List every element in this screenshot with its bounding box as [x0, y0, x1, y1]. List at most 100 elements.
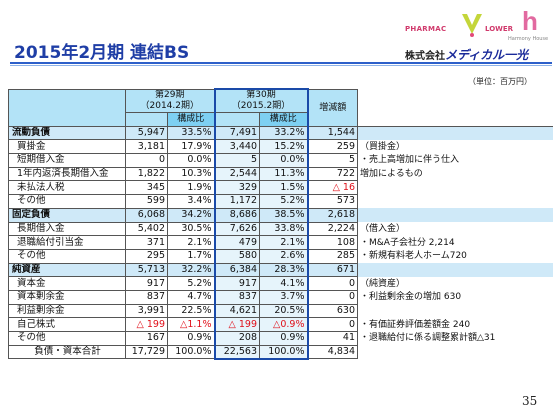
- change-amount: 0: [307, 289, 358, 305]
- fy30-ratio: △0.9%: [259, 317, 309, 332]
- header-row-1: 第29期 （2014.2期） 第30期 （2015.2期） 増減額: [8, 88, 553, 127]
- title-rule-thin: [10, 65, 552, 66]
- header-notes-blank: [357, 89, 553, 127]
- table-row: 未払法人税 345 1.9% 329 1.5% △ 16: [8, 180, 553, 196]
- row-note: [357, 194, 553, 209]
- fy30-ratio: 2.6%: [259, 248, 309, 264]
- fy30-ratio: 28.3%: [259, 262, 309, 278]
- fy30-ratio: 20.5%: [259, 303, 309, 319]
- fy29-amount: 3,991: [125, 303, 168, 319]
- change-amount: 5: [307, 153, 358, 168]
- table-row: 資本剰余金 837 4.7% 837 3.7% 0 ・利益剰余金の増加 630: [8, 289, 553, 305]
- fy30-ratio: 0.0%: [259, 153, 309, 168]
- row-label: その他: [8, 248, 126, 264]
- row-note: （借入金）: [357, 222, 553, 236]
- fy30-ratio: 5.2%: [259, 194, 309, 209]
- fy29-ratio: 3.4%: [167, 194, 215, 209]
- row-note: 増加によるもの: [357, 167, 553, 181]
- fy29-ratio: 17.9%: [167, 139, 215, 155]
- unit-note: （単位：百万円）: [468, 77, 532, 86]
- fy29-ratio: 5.2%: [167, 276, 215, 291]
- fy30-ratio: 15.2%: [259, 139, 309, 155]
- fy29-ratio: 4.7%: [167, 289, 215, 305]
- row-note: ・M&A子会社分 2,214: [357, 235, 553, 250]
- row-label: 短期借入金: [8, 153, 126, 168]
- fy29-amount: 5,402: [125, 221, 168, 237]
- section-row: 純資産 5,713 32.2% 6,384 28.3% 671: [8, 262, 553, 278]
- fy30-amount: 917: [213, 276, 260, 291]
- row-label: 自己株式: [8, 317, 126, 332]
- row-note: （純資産）: [357, 276, 553, 291]
- change-amount: 259: [307, 139, 358, 155]
- fy30-amount: 22,563: [213, 344, 260, 360]
- table-row: 長期借入金 5,402 30.5% 7,626 33.8% 2,224 （借入金）: [8, 221, 553, 237]
- fy30-ratio: 33.2%: [259, 125, 309, 141]
- fy29-amount: 837: [125, 289, 168, 305]
- logo-lower-text: LOWER: [485, 25, 514, 33]
- fy29-ratio: 10.3%: [167, 166, 215, 182]
- table-row: 利益剰余金 3,991 22.5% 4,621 20.5% 630: [8, 303, 553, 319]
- change-amount: 573: [307, 194, 358, 209]
- company-prefix: 株式会社: [405, 51, 445, 62]
- table-row: その他 167 0.9% 208 0.9% 41 ・退職給付に係る調整累計額△31: [8, 331, 553, 346]
- fy29-ratio: △1.1%: [167, 317, 215, 332]
- fy30-amount: 4,621: [213, 303, 260, 319]
- fy29-amount: 599: [125, 194, 168, 209]
- fy30-ratio: 100.0%: [259, 344, 309, 360]
- fy30-ratio: 2.1%: [259, 235, 309, 250]
- change-amount: 630: [307, 303, 358, 319]
- fy30-amount: 7,491: [213, 125, 260, 141]
- fy29-amount: 1,822: [125, 166, 168, 182]
- fy29-ratio: 32.2%: [167, 262, 215, 278]
- fy30-ratio: 0.9%: [259, 331, 309, 346]
- fy29-ratio: 30.5%: [167, 221, 215, 237]
- change-amount: 2,618: [307, 207, 358, 223]
- header-fy30: 第30期 （2015.2期）: [213, 88, 309, 113]
- row-label: 長期借入金: [8, 221, 126, 237]
- row-label: 退職給付引当金: [8, 235, 126, 250]
- fy29-ratio: 34.2%: [167, 207, 215, 223]
- row-label: 純資産: [8, 262, 126, 278]
- table-row: その他 295 1.7% 580 2.6% 285 ・新規有料老人ホーム720: [8, 248, 553, 264]
- fy29-ratio: 33.5%: [167, 125, 215, 141]
- row-label: 固定負債: [8, 207, 126, 223]
- fy30-amount: 580: [213, 248, 260, 264]
- header-fy29-ratio: 構成比: [167, 112, 215, 127]
- table-row: 自己株式 △ 199 △1.1% △ 199 △0.9% 0 ・有価証券評価差額金 240: [8, 317, 553, 332]
- fy30-amount: 329: [213, 180, 260, 196]
- fy30-ratio: 1.5%: [259, 180, 309, 196]
- row-note: （買掛金）: [357, 139, 553, 154]
- fy30-amount: 8,686: [213, 207, 260, 223]
- company-name: 株式会社メディカル一光: [405, 46, 528, 63]
- company-brand: メディカル一光: [445, 48, 529, 62]
- fy30-amount: 7,626: [213, 221, 260, 237]
- row-label: 利益剰余金: [8, 303, 126, 319]
- fy29-ratio: 0.0%: [167, 153, 215, 168]
- header-fy29-line1: 第29期: [155, 89, 185, 100]
- change-amount: 0: [307, 317, 358, 332]
- fy30-amount: 3,440: [213, 139, 260, 155]
- header-fy30-line1: 第30期: [246, 90, 276, 100]
- row-label: その他: [8, 194, 126, 209]
- harmony-house-logo-icon: h: [522, 6, 538, 36]
- row-label: 流動負債: [8, 125, 126, 141]
- fy29-amount: 17,729: [125, 344, 168, 360]
- header-fy30-line2: （2015.2期）: [231, 101, 291, 111]
- header-fy30-amount: [213, 112, 260, 127]
- change-amount: 108: [307, 235, 358, 250]
- total-row: 負債・資本合計 17,729 100.0% 22,563 100.0% 4,834: [8, 344, 553, 360]
- row-label: 1年内返済長期借入金: [8, 166, 126, 182]
- change-amount: 4,834: [307, 344, 358, 360]
- row-note: ・退職給付に係る調整累計額△31: [357, 331, 553, 346]
- change-amount: 2,224: [307, 221, 358, 237]
- fy30-amount: 2,544: [213, 166, 260, 182]
- change-amount: 41: [307, 331, 358, 346]
- fy29-amount: 371: [125, 235, 168, 250]
- table-row: その他 599 3.4% 1,172 5.2% 573: [8, 194, 553, 209]
- row-note: [357, 345, 553, 359]
- table-row: 資本金 917 5.2% 917 4.1% 0 （純資産）: [8, 276, 553, 291]
- company-logo: PHARMAC LOWER h Harmony House 株式会社メディカル一…: [395, 6, 555, 64]
- fy29-ratio: 1.9%: [167, 180, 215, 196]
- logo-pharmac-text: PHARMAC: [405, 25, 447, 33]
- fy30-amount: 1,172: [213, 194, 260, 209]
